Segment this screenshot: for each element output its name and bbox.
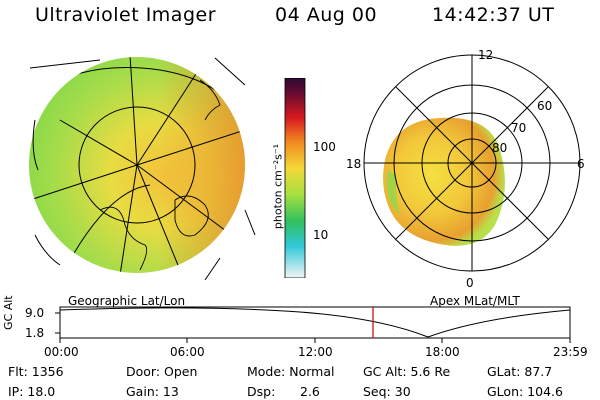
flight-number: Flt: 1356 bbox=[8, 364, 64, 379]
gain-value: Gain: 13 bbox=[126, 384, 179, 399]
dsp-label: Dsp: bbox=[247, 384, 276, 399]
altitude-xtick-0000: 00:00 bbox=[44, 345, 79, 359]
mlt-label-12: 12 bbox=[478, 48, 494, 62]
altitude-ylabel: GC Alt bbox=[2, 295, 15, 330]
ip-value: IP: 18.0 bbox=[8, 384, 56, 399]
mlt-label-0: 0 bbox=[466, 276, 474, 290]
colorbar-tick-100: 100 bbox=[313, 140, 336, 154]
mlt-label-18: 18 bbox=[346, 157, 362, 171]
mlat-label-60: 60 bbox=[537, 99, 553, 113]
app-title: Ultraviolet Imager bbox=[35, 4, 217, 26]
mlat-label-80: 80 bbox=[492, 141, 508, 155]
altitude-ytick-bottom: 1.8 bbox=[25, 326, 45, 340]
geo-latitude: GLat: 87.7 bbox=[487, 364, 553, 379]
sequence-number: Seq: 30 bbox=[363, 384, 411, 399]
mlat-label-70: 70 bbox=[511, 121, 527, 135]
door-status: Door: Open bbox=[126, 364, 198, 379]
gc-altitude: GC Alt: 5.6 Re bbox=[363, 364, 451, 379]
mlt-label-6: 6 bbox=[577, 157, 585, 171]
colorbar bbox=[284, 78, 306, 278]
altitude-ytick-top: 9.0 bbox=[25, 306, 45, 320]
dsp-value: 2.6 bbox=[300, 384, 320, 399]
date-label: 04 Aug 00 bbox=[275, 4, 378, 26]
colorbar-tick-10: 10 bbox=[313, 228, 329, 242]
time-label: 14:42:37 UT bbox=[432, 4, 555, 26]
altitude-xtick-2359: 23:59 bbox=[553, 345, 588, 359]
altitude-xtick-0600: 06:00 bbox=[170, 345, 205, 359]
polar-plot-caption: Apex MLat/MLT bbox=[430, 294, 520, 308]
mode-status: Mode: Normal bbox=[247, 364, 335, 379]
altitude-xtick-1800: 18:00 bbox=[425, 345, 460, 359]
geo-map-caption: Geographic Lat/Lon bbox=[68, 294, 186, 308]
altitude-xtick-1200: 12:00 bbox=[298, 345, 333, 359]
geo-longitude: GLon: 104.6 bbox=[487, 384, 563, 399]
